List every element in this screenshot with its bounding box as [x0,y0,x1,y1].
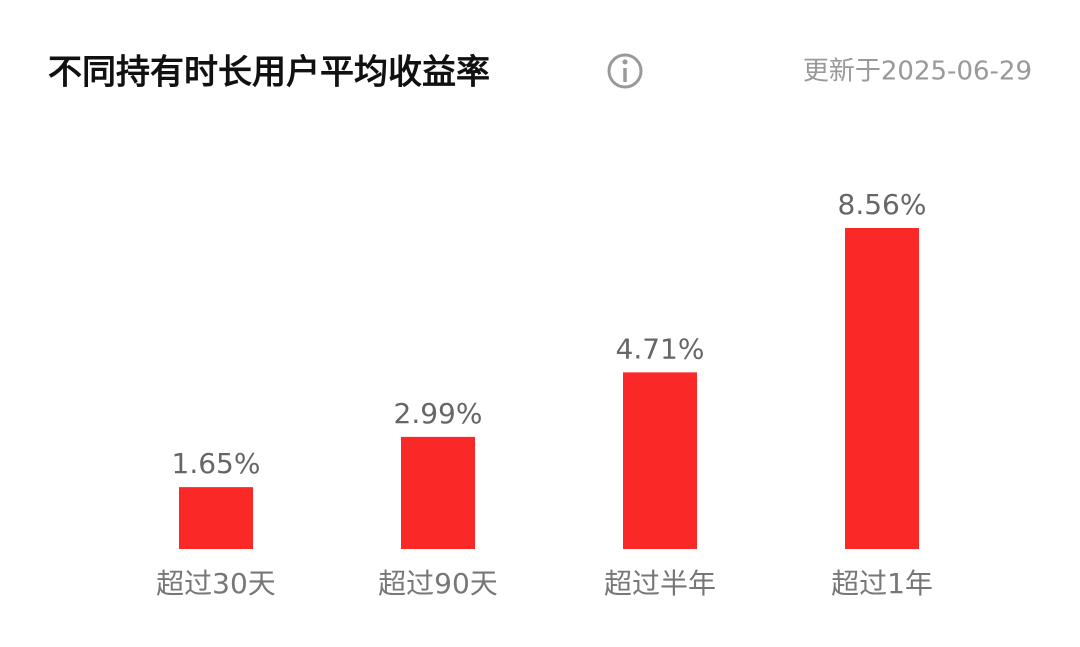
x-tick-label: 超过1年 [831,567,933,600]
bar [401,436,475,549]
value-label: 8.56% [838,188,927,221]
x-tick-label: 超过30天 [156,567,276,600]
value-label: 4.71% [616,332,705,365]
value-label: 2.99% [394,397,483,430]
x-tick-label: 超过半年 [604,567,716,600]
bar [845,228,919,549]
chart-subtitle: 更新于2025-06-29 [803,57,1032,87]
bar [179,487,253,549]
x-tick-label: 超过90天 [378,567,498,600]
chart-title: 不同持有时长用户平均收益率 [48,53,490,93]
value-label: 1.65% [172,447,261,480]
bar [623,372,697,549]
info-icon[interactable] [607,53,643,89]
